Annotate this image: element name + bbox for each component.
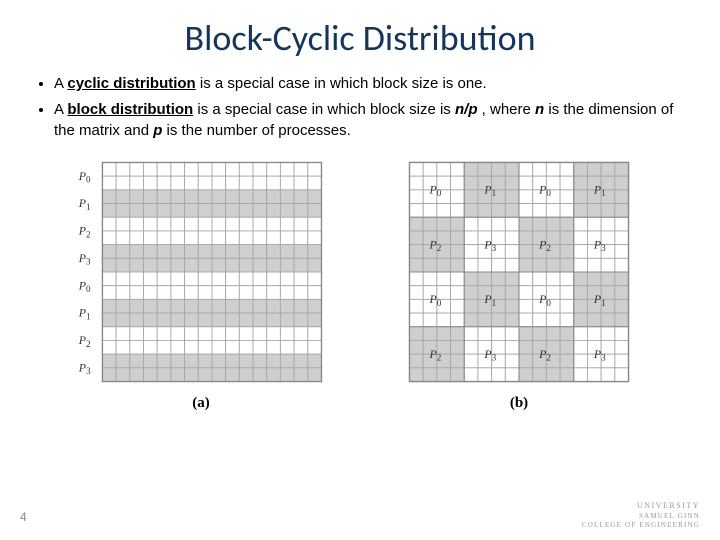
svg-text:P3: P3 [78, 360, 91, 376]
figure-a-label: (a) [192, 395, 210, 412]
svg-text:P3: P3 [78, 251, 91, 267]
page-title: Block-Cyclic Distribution [30, 16, 690, 60]
footer-line1: UNIVERSITY [582, 501, 700, 511]
bold-italic-term: p [153, 122, 162, 139]
svg-text:P0: P0 [78, 169, 91, 185]
underlined-term: block distribution [67, 101, 193, 118]
svg-text:P2: P2 [78, 223, 91, 239]
figures-row: P0 P1 P2 P3 P0 P1 P2 P3 (a) P0P1P0P1P2P3P2P3P0P… [30, 157, 690, 412]
svg-text:P1: P1 [78, 196, 91, 212]
svg-text:P1: P1 [78, 305, 91, 321]
slide: Block-Cyclic Distribution A cyclic distr… [0, 0, 720, 540]
grid-a: P0 P1 P2 P3 P0 P1 P2 P3 [51, 157, 351, 387]
bullet-item: A cyclic distribution is a special case … [54, 74, 680, 94]
underlined-term: cyclic distribution [67, 75, 195, 92]
footer-line2: SAMUEL GINN [582, 512, 700, 521]
bold-italic-term: n/p [455, 101, 478, 118]
figure-b: P0P1P0P1P2P3P2P3P0P1P0P1P2P3P2P3 (b) [369, 157, 669, 412]
svg-text:P2: P2 [78, 333, 91, 349]
page-number: 4 [20, 510, 27, 524]
figure-a: P0 P1 P2 P3 P0 P1 P2 P3 (a) [51, 157, 351, 412]
figure-b-label: (b) [510, 395, 528, 412]
svg-text:P0: P0 [78, 278, 91, 294]
bullet-item: A block distribution is a special case i… [54, 100, 680, 141]
footer-branding: UNIVERSITY SAMUEL GINN COLLEGE OF ENGINE… [582, 501, 700, 530]
footer-line3: COLLEGE OF ENGINEERING [582, 521, 700, 530]
bold-italic-term: n [535, 101, 544, 118]
grid-b: P0P1P0P1P2P3P2P3P0P1P0P1P2P3P2P3 [369, 157, 669, 387]
bullet-list: A cyclic distribution is a special case … [54, 74, 680, 141]
